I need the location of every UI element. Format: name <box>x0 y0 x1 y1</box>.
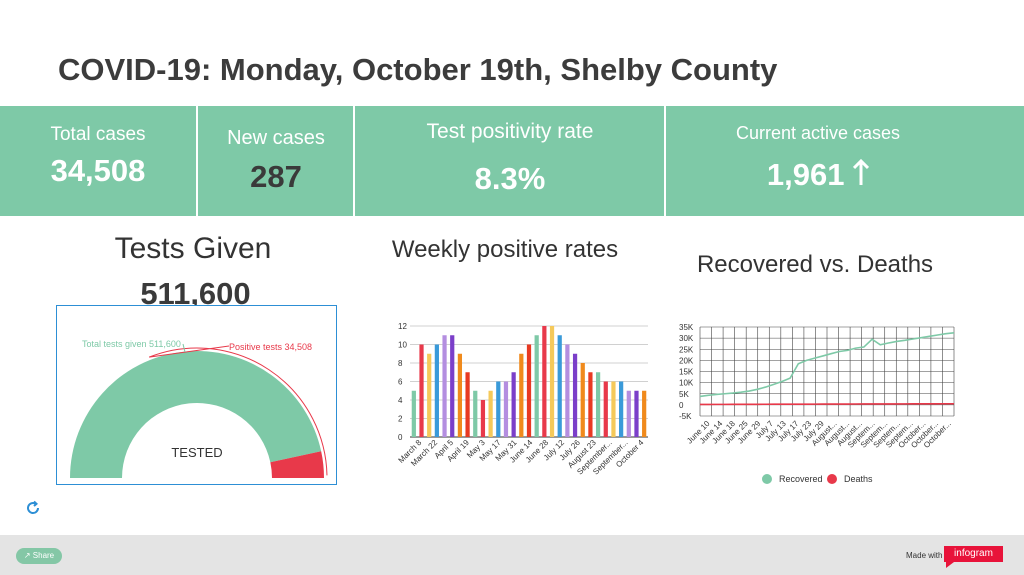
bar[interactable] <box>595 372 601 437</box>
bar[interactable] <box>411 390 416 437</box>
legend-swatch <box>827 474 837 484</box>
gauge-positive-arc <box>270 451 324 478</box>
stats-bar: Total cases 34,508 New cases 287 Test po… <box>0 106 1024 216</box>
page-title: COVID-19: Monday, October 19th, Shelby C… <box>58 52 778 87</box>
stat-divider <box>196 106 198 216</box>
stat-active-cases-value-row: 1,961 <box>666 157 970 193</box>
legend-swatch <box>762 474 772 484</box>
bar[interactable] <box>557 335 562 437</box>
legend-label: Deaths <box>844 474 873 484</box>
bar[interactable] <box>526 344 532 438</box>
bar[interactable] <box>427 353 432 437</box>
line-y-tick: 30K <box>679 334 694 343</box>
weekly-title: Weekly positive rates <box>391 236 619 263</box>
infogram-logo[interactable]: infogram <box>944 546 1003 568</box>
recovered-title: Recovered vs. Deaths <box>696 251 934 278</box>
gauge-total-label: Total tests given 511,600 <box>82 339 181 349</box>
stat-new-cases: New cases 287 <box>198 106 354 216</box>
bar[interactable] <box>473 390 478 437</box>
bar[interactable] <box>588 372 593 437</box>
bar[interactable] <box>503 381 509 438</box>
tests-title: Tests Given <box>114 232 272 265</box>
stat-positivity-label: Test positivity rate <box>426 120 594 143</box>
bar[interactable] <box>634 390 639 437</box>
bar[interactable] <box>549 326 555 437</box>
bar[interactable] <box>434 344 439 438</box>
stat-new-cases-label: New cases <box>227 127 325 149</box>
bar-y-tick: 2 <box>398 415 403 424</box>
footer: ↗ Share Made with infogram <box>0 535 1024 575</box>
line-series-deaths[interactable] <box>699 402 955 406</box>
bar[interactable] <box>519 353 524 437</box>
stat-positivity: Test positivity rate 8.3% <box>355 106 665 216</box>
bar[interactable] <box>419 344 424 438</box>
stat-total-cases-value: 34,508 <box>50 153 146 188</box>
bar[interactable] <box>611 381 616 438</box>
bar[interactable] <box>442 335 447 437</box>
stat-total-cases: Total cases 34,508 <box>0 106 196 216</box>
bar[interactable] <box>619 381 624 438</box>
gauge-positive-leader <box>148 345 328 476</box>
bar-y-tick: 4 <box>398 396 403 405</box>
stat-positivity-value: 8.3% <box>474 161 546 196</box>
line-y-tick: 35K <box>679 323 694 332</box>
stat-divider <box>664 106 666 216</box>
bar[interactable] <box>511 372 516 437</box>
bar-y-tick: 0 <box>398 433 403 442</box>
bar[interactable] <box>496 381 501 438</box>
refresh-icon[interactable] <box>25 500 41 516</box>
stat-divider <box>353 106 355 216</box>
bar[interactable] <box>534 335 539 437</box>
line-y-tick: 10K <box>679 379 694 388</box>
line-y-tick: 20K <box>679 356 694 365</box>
bar[interactable] <box>603 381 608 438</box>
tests-gauge-card[interactable]: Total tests given 511,600 Positive tests… <box>56 305 337 485</box>
line-y-tick: 0 <box>679 401 684 410</box>
bar-y-tick: 8 <box>398 359 403 368</box>
line-y-tick: 5K <box>679 390 689 399</box>
stat-active-cases-label: Current active cases <box>735 123 901 143</box>
gauge-total-arc <box>70 351 322 478</box>
bar[interactable] <box>565 344 570 438</box>
tests-gauge: Total tests given 511,600 Positive tests… <box>70 339 328 478</box>
line-y-tick: 15K <box>679 368 694 377</box>
legend-label: Recovered <box>779 474 823 484</box>
gauge-center-label: TESTED <box>171 445 222 460</box>
bar[interactable] <box>465 372 470 437</box>
stat-new-cases-value: 287 <box>250 159 302 194</box>
bar-y-tick: 6 <box>398 378 403 387</box>
bar[interactable] <box>450 335 455 437</box>
bar[interactable] <box>580 363 585 437</box>
made-with-label: Made with <box>906 551 943 560</box>
bar-y-tick: 12 <box>398 322 407 331</box>
line-series-recovered[interactable] <box>699 331 955 398</box>
bar[interactable] <box>626 390 631 437</box>
bar[interactable] <box>542 326 547 437</box>
arrow-up-icon <box>853 158 870 185</box>
bar[interactable] <box>572 353 578 437</box>
bar-y-tick: 10 <box>398 341 407 350</box>
line-y-tick: 25K <box>679 345 694 354</box>
stat-active-cases: Current active cases 1,961 <box>666 106 970 216</box>
bar[interactable] <box>457 353 463 437</box>
line-y-tick: -5K <box>679 412 692 421</box>
bar[interactable] <box>480 400 486 437</box>
stat-active-cases-value: 1,961 <box>766 157 845 192</box>
bar[interactable] <box>488 390 493 437</box>
share-button[interactable]: ↗ Share <box>16 548 62 564</box>
gauge-positive-label: Positive tests 34,508 <box>229 342 312 352</box>
stat-total-cases-label: Total cases <box>50 124 146 145</box>
bar[interactable] <box>642 390 647 437</box>
gauge-total-leader <box>182 343 186 353</box>
